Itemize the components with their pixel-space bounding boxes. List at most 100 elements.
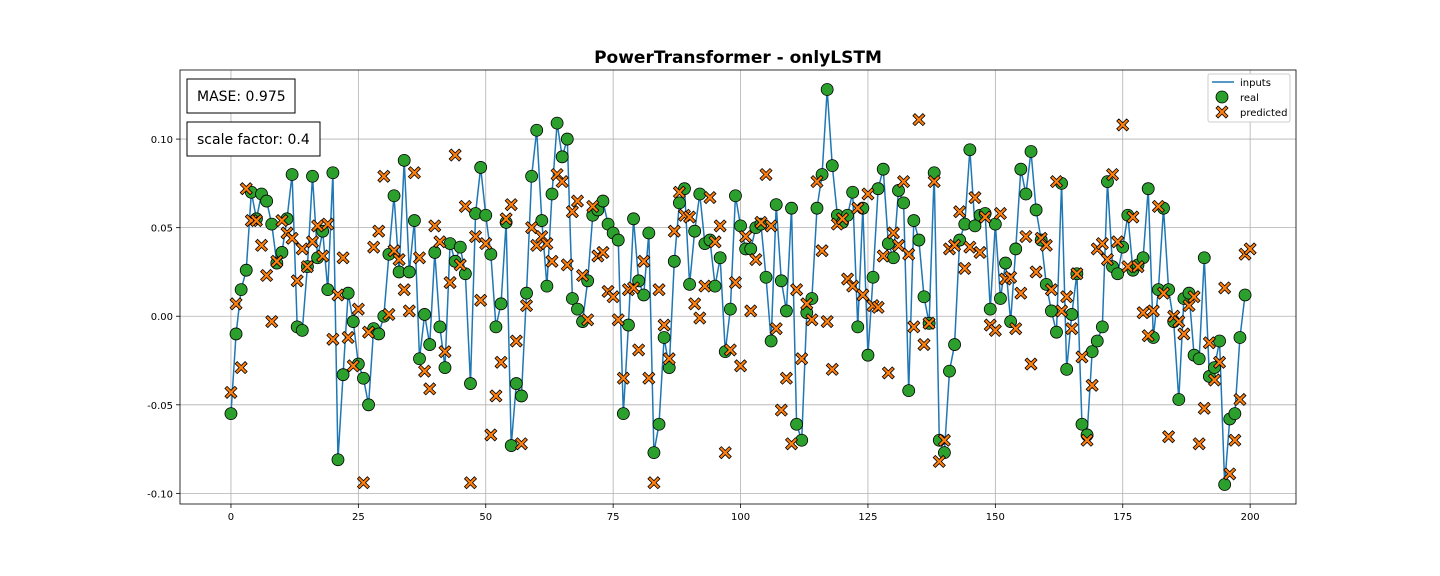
legend: inputs real predicted bbox=[1207, 73, 1291, 123]
real-point bbox=[1111, 267, 1125, 281]
predicted-point bbox=[626, 281, 641, 295]
predicted-point bbox=[254, 238, 269, 252]
predicted-point bbox=[270, 254, 284, 268]
predicted-point bbox=[1192, 437, 1206, 451]
real-point bbox=[759, 270, 773, 284]
real-point bbox=[1172, 393, 1186, 406]
legend-box bbox=[1207, 73, 1291, 123]
predicted-point bbox=[805, 313, 819, 327]
x-tick-label: 150 bbox=[986, 512, 1005, 523]
real-point bbox=[825, 159, 839, 173]
predicted-point bbox=[423, 382, 437, 396]
predicted-point bbox=[305, 235, 320, 249]
predicted-point bbox=[856, 288, 870, 302]
legend-real-swatch bbox=[1215, 90, 1229, 104]
real-point bbox=[1050, 325, 1063, 339]
mase-box bbox=[186, 78, 296, 114]
real-point bbox=[1014, 162, 1028, 176]
predicted-point bbox=[586, 199, 600, 213]
real-point bbox=[1044, 304, 1058, 318]
real-point bbox=[652, 417, 666, 431]
predicted-point bbox=[1223, 467, 1237, 481]
y-tick-label: 0.00 bbox=[151, 312, 173, 323]
predicted-point bbox=[667, 224, 681, 238]
predicted-point bbox=[1080, 433, 1094, 447]
predicted-point bbox=[688, 297, 702, 311]
predicted-point bbox=[968, 190, 982, 205]
predicted-point bbox=[1060, 290, 1074, 304]
predicted-point bbox=[800, 297, 814, 311]
predicted-point bbox=[260, 268, 274, 283]
real-point bbox=[912, 233, 926, 247]
predicted-point bbox=[728, 276, 743, 290]
real-point bbox=[387, 189, 401, 203]
predicted-point bbox=[1187, 290, 1201, 304]
predicted-point bbox=[1228, 433, 1242, 447]
predicted-point bbox=[1044, 283, 1058, 297]
real-point bbox=[871, 182, 885, 196]
predicted-point bbox=[861, 187, 875, 201]
legend-predicted-label: predicted bbox=[1240, 108, 1287, 119]
x-tick-label: 175 bbox=[1113, 512, 1132, 523]
predicted-point bbox=[234, 361, 248, 375]
predicted-point bbox=[285, 231, 299, 245]
real-point bbox=[1141, 182, 1155, 196]
real-point bbox=[520, 286, 533, 300]
predicted-point bbox=[703, 190, 717, 205]
predicted-point bbox=[581, 313, 595, 327]
predicted-point bbox=[953, 205, 967, 219]
real-point bbox=[764, 334, 778, 348]
real-point bbox=[688, 224, 702, 238]
predicted-point bbox=[331, 288, 345, 302]
predicted-point bbox=[993, 206, 1008, 221]
real-point bbox=[1095, 320, 1109, 334]
predicted-point bbox=[290, 274, 304, 288]
plot-frame bbox=[179, 69, 1297, 505]
predicted-point bbox=[504, 198, 518, 212]
predicted-point bbox=[1207, 373, 1222, 387]
real-point bbox=[331, 453, 345, 467]
predicted-point bbox=[540, 237, 554, 251]
real-point bbox=[550, 116, 564, 130]
predicted-point bbox=[1095, 237, 1109, 251]
predicted-point bbox=[1100, 252, 1115, 267]
predicted-point bbox=[570, 194, 585, 208]
predicted-point bbox=[1141, 329, 1155, 343]
real-point bbox=[963, 143, 977, 157]
predicted-point bbox=[1070, 267, 1084, 281]
predicted-point bbox=[239, 182, 253, 196]
real-point bbox=[545, 187, 559, 201]
predicted-point bbox=[361, 325, 376, 339]
predicted-point bbox=[519, 299, 534, 313]
predicted-point bbox=[555, 175, 569, 189]
real-point bbox=[433, 320, 447, 334]
y-tick-label: -0.10 bbox=[147, 489, 173, 500]
predicted-point bbox=[418, 364, 432, 378]
predicted-point bbox=[912, 113, 926, 127]
legend-predicted-swatch bbox=[1215, 105, 1229, 119]
predicted-point bbox=[790, 283, 804, 297]
predicted-point bbox=[815, 244, 829, 258]
real-point bbox=[657, 331, 671, 344]
predicted-point bbox=[795, 352, 809, 366]
real-point bbox=[948, 338, 961, 351]
real-point bbox=[397, 153, 411, 167]
predicted-point bbox=[1014, 286, 1028, 300]
real-point bbox=[820, 83, 834, 96]
real-point bbox=[1019, 187, 1033, 201]
real-point bbox=[357, 371, 370, 385]
real-point bbox=[846, 185, 860, 199]
predicted-point bbox=[958, 261, 972, 275]
real-point bbox=[907, 214, 921, 227]
real-point bbox=[565, 292, 579, 305]
real-point bbox=[1192, 352, 1206, 366]
predicted-point bbox=[1146, 304, 1160, 318]
predicted-point bbox=[479, 237, 493, 251]
predicted-point bbox=[606, 290, 620, 304]
real-point bbox=[611, 233, 625, 247]
real-point bbox=[866, 270, 880, 284]
real-point bbox=[1029, 203, 1043, 217]
predicted-point bbox=[978, 210, 992, 224]
predicted-point bbox=[311, 219, 325, 233]
predicted-point bbox=[1004, 270, 1018, 284]
